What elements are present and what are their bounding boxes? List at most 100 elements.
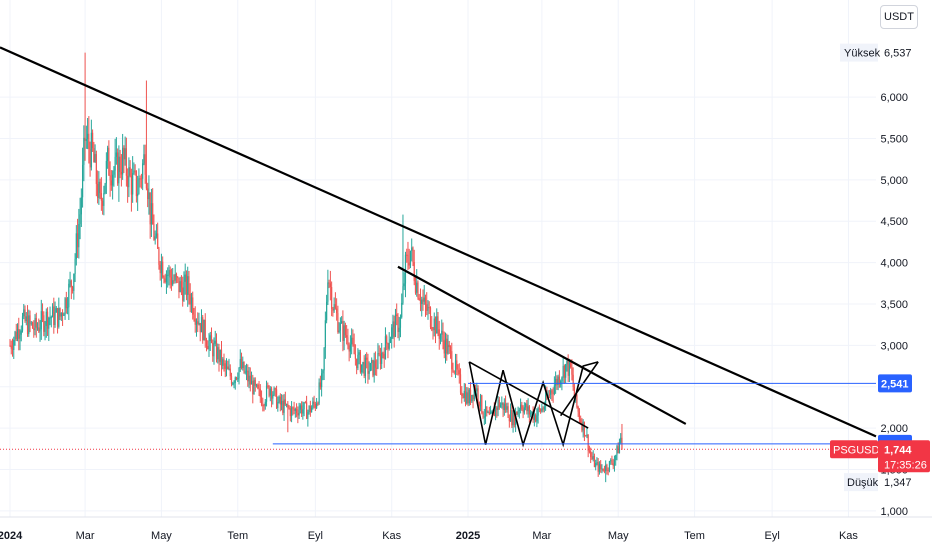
price-tick-label: 4,500	[880, 216, 908, 228]
candle-body	[184, 274, 186, 282]
candle-body	[558, 376, 560, 385]
candle-body	[394, 314, 397, 337]
candle-body	[240, 359, 243, 369]
candle-body	[134, 170, 136, 172]
candle-body	[260, 396, 263, 405]
pattern-line[interactable]	[468, 361, 589, 429]
candle-body	[234, 377, 236, 383]
candle-body	[239, 359, 241, 368]
candle-body	[610, 460, 612, 462]
candle-body	[518, 409, 520, 411]
candle-body	[115, 152, 117, 157]
candle-body	[312, 401, 314, 408]
candle-body	[565, 364, 567, 378]
candle-body	[548, 394, 550, 396]
candle-body	[113, 170, 115, 175]
candle-body	[417, 282, 419, 299]
currency-button[interactable]: USDT	[880, 5, 918, 29]
candle-body	[605, 464, 607, 472]
candle-body	[431, 326, 433, 330]
zigzag-pattern[interactable]	[468, 361, 599, 448]
trendline-drawings[interactable]	[0, 46, 877, 450]
candle-body	[322, 370, 324, 374]
candle-body	[152, 203, 154, 225]
candle-body	[205, 340, 208, 346]
candle-body	[270, 388, 273, 399]
candle-body	[535, 414, 537, 422]
candle-body	[204, 319, 206, 341]
candle-body	[84, 137, 86, 141]
candle-body	[473, 388, 475, 400]
price-tick-label: 3,500	[880, 299, 908, 311]
price-tick-label: 6,000	[880, 92, 908, 104]
candle-body	[214, 340, 216, 344]
pattern-line[interactable]	[559, 361, 599, 417]
candle-body	[135, 171, 138, 197]
candle-body	[459, 374, 462, 393]
candle-body	[64, 298, 66, 315]
candle-body	[585, 435, 587, 437]
candle-body	[406, 254, 408, 256]
candle-body	[265, 385, 268, 402]
candle-body	[272, 394, 274, 399]
candle-body	[449, 347, 452, 352]
candle-body	[227, 366, 229, 370]
candle-body	[120, 171, 122, 175]
candle-body	[318, 382, 320, 404]
candle-body	[195, 321, 198, 325]
candle-body	[423, 297, 425, 302]
candle-body	[458, 370, 460, 375]
candle-body	[311, 407, 313, 413]
high-label-text: Yüksek	[844, 48, 881, 60]
candle-body	[361, 364, 363, 373]
candle-body	[177, 276, 179, 278]
candle-body	[486, 406, 488, 413]
time-tick-label: Tem	[684, 530, 705, 542]
candle-body	[158, 248, 160, 265]
candle-body	[332, 308, 334, 311]
candle-body	[93, 148, 95, 163]
candle-body	[557, 376, 559, 385]
candle-body	[247, 370, 249, 382]
candle-body	[288, 407, 290, 409]
current-price-label: 1,744	[884, 444, 912, 456]
candle-body	[576, 394, 578, 407]
candle-body	[243, 361, 245, 373]
low-value: 1,347	[884, 477, 912, 489]
candle-body	[493, 409, 495, 417]
candle-body	[504, 403, 507, 410]
candle-body	[573, 386, 576, 396]
candle-body	[142, 163, 144, 179]
candle-body	[471, 394, 473, 402]
candle-body	[416, 282, 418, 293]
candle-body	[178, 277, 180, 293]
candle-body	[327, 282, 329, 302]
candle-body	[165, 274, 168, 283]
candle-body	[185, 274, 188, 295]
candle-body	[155, 233, 158, 237]
price-tick-label: 4,000	[880, 258, 908, 270]
trendline[interactable]	[0, 46, 877, 438]
candle-body	[620, 437, 622, 443]
time-axis[interactable]: 2024 Mar May Tem Eyl Kas 2025 Mar May Tem Eyl Kas	[0, 516, 932, 542]
candle-body	[92, 132, 94, 149]
candle-body	[117, 152, 119, 184]
candle-body	[159, 264, 161, 274]
candle-body	[611, 460, 613, 464]
candle-body	[309, 405, 311, 413]
candle-body	[587, 434, 589, 451]
candle-body	[255, 384, 258, 386]
candle-body	[193, 314, 195, 319]
trendline[interactable]	[397, 265, 687, 425]
candle-body	[570, 360, 572, 368]
candle-body	[331, 287, 333, 309]
candle-body	[88, 133, 90, 149]
level-tag-2541-bg	[878, 374, 912, 393]
candle-body	[368, 370, 370, 374]
candle-body	[399, 317, 402, 328]
candle-body	[402, 286, 404, 303]
candle-body	[225, 366, 228, 369]
candle-body	[388, 342, 390, 349]
candle-body	[377, 353, 379, 369]
